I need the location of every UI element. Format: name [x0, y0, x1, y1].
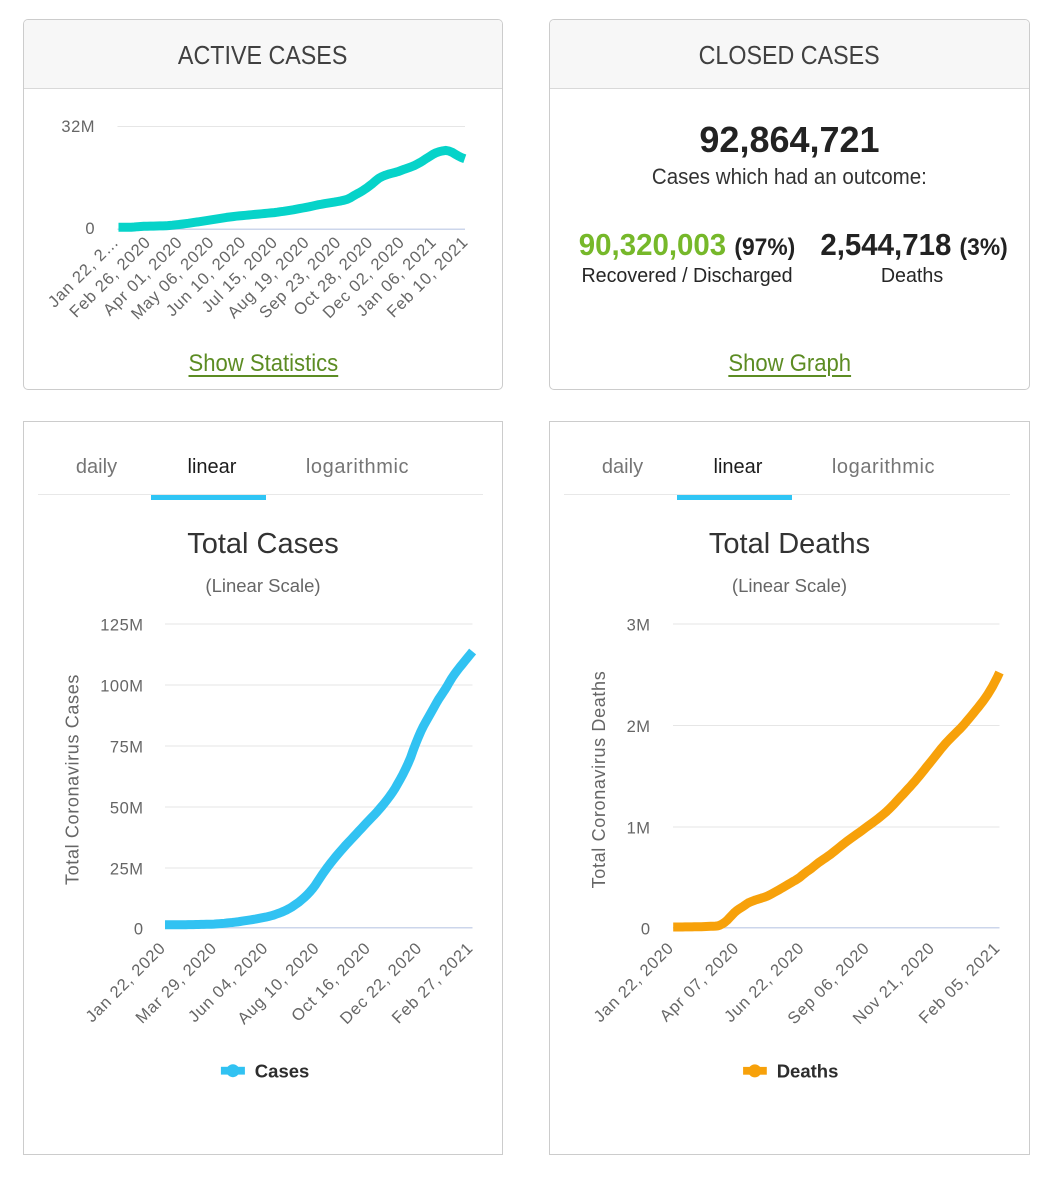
- svg-text:2M: 2M: [627, 718, 651, 736]
- svg-text:Cases: Cases: [255, 1060, 310, 1081]
- svg-text:Deaths: Deaths: [777, 1060, 839, 1081]
- svg-text:Total Coronavirus Cases: Total Coronavirus Cases: [62, 674, 82, 885]
- svg-text:32M: 32M: [61, 118, 95, 136]
- svg-text:100M: 100M: [100, 677, 143, 695]
- svg-text:50M: 50M: [110, 799, 144, 817]
- svg-text:0: 0: [85, 220, 95, 238]
- svg-text:Total Coronavirus Deaths: Total Coronavirus Deaths: [589, 671, 609, 889]
- svg-text:75M: 75M: [110, 738, 144, 756]
- svg-text:3M: 3M: [627, 616, 651, 634]
- svg-text:0: 0: [641, 920, 651, 938]
- svg-text:125M: 125M: [100, 616, 143, 634]
- svg-text:1M: 1M: [627, 819, 651, 837]
- svg-text:0: 0: [134, 920, 144, 938]
- svg-text:25M: 25M: [110, 860, 144, 878]
